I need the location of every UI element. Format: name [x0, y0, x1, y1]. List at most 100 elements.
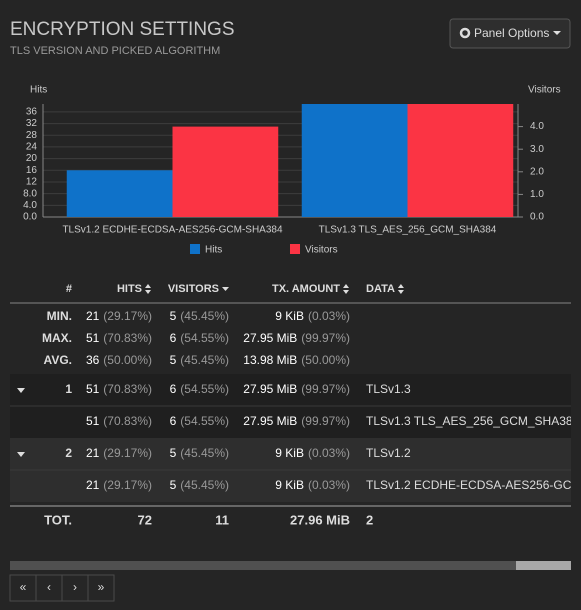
- bar: [66, 170, 173, 217]
- hits-cell-value: 51: [86, 382, 100, 396]
- visitors-cell: 5 (45.45%): [170, 309, 229, 323]
- data-cell: TLSv1.2 ECDHE-ECDSA-AES256-GCM-SHA384: [366, 478, 581, 492]
- sort-icon: [222, 287, 229, 291]
- y-tick-label: 0.0: [23, 212, 37, 223]
- column-header[interactable]: TX. AMOUNT: [272, 283, 340, 295]
- visitors-cell-value: 5: [170, 478, 177, 492]
- page-button-label[interactable]: ›: [73, 580, 77, 594]
- visitors-cell-percent: (45.45%): [180, 309, 229, 323]
- tx-cell-value: 9 KiB: [275, 446, 304, 460]
- visitors-cell-percent: (45.45%): [180, 446, 229, 460]
- y-tick-label: 8.0: [23, 188, 37, 199]
- hits-cell: 51 (70.83%): [86, 382, 152, 396]
- caret-icon: [553, 31, 561, 35]
- tx-cell-value: 27.95 MiB: [243, 331, 297, 345]
- hits-cell-value: 51: [86, 414, 100, 428]
- total-data: 2: [366, 512, 373, 527]
- sort-icon: [397, 284, 404, 294]
- legend-swatch: [190, 244, 200, 254]
- tx-cell: 27.95 MiB (99.97%): [243, 382, 350, 396]
- hits-cell: 21 (29.17%): [86, 309, 152, 323]
- y-tick-label: 12: [26, 177, 38, 188]
- hits-cell-percent: (29.17%): [103, 446, 152, 460]
- y-tick-label: 32: [26, 118, 38, 129]
- panel-options-label[interactable]: Panel Options: [474, 26, 549, 40]
- expand-icon[interactable]: [17, 388, 25, 393]
- column-header[interactable]: #: [66, 283, 72, 295]
- y2-tick-label: 1.0: [530, 189, 544, 200]
- page-button[interactable]: [87, 574, 115, 602]
- legend-swatch: [290, 244, 300, 254]
- column-header[interactable]: DATA: [366, 283, 395, 295]
- tx-cell-percent: (99.97%): [301, 414, 350, 428]
- legend-label: Visitors: [305, 245, 338, 256]
- tx-cell-percent: (0.03%): [308, 478, 350, 492]
- visitors-cell-value: 5: [170, 353, 177, 367]
- sort-icon: [343, 284, 349, 294]
- total-visitors: 11: [215, 512, 229, 527]
- visitors-cell-value: 6: [170, 414, 177, 428]
- scrollbar-thumb[interactable]: [516, 561, 571, 570]
- hits-cell: 21 (29.17%): [86, 446, 152, 460]
- hits-cell: 21 (29.17%): [86, 478, 152, 492]
- tx-cell-percent: (99.97%): [301, 331, 350, 345]
- tx-cell: 9 KiB (0.03%): [275, 446, 350, 460]
- y2-tick-label: 2.0: [530, 166, 544, 177]
- visitors-cell: 5 (45.45%): [170, 353, 229, 367]
- expand-icon[interactable]: [17, 452, 25, 457]
- bar: [172, 126, 279, 217]
- visitors-cell-percent: (45.45%): [180, 353, 229, 367]
- hits-cell-value: 36: [86, 353, 100, 367]
- y2-axis-title: Visitors: [528, 85, 561, 96]
- row-index: 2: [65, 446, 72, 460]
- tx-cell: 13.98 MiB (50.00%): [243, 353, 350, 367]
- tx-cell-value: 13.98 MiB: [243, 353, 297, 367]
- y2-tick-label: 4.0: [530, 121, 544, 132]
- hits-cell-value: 51: [86, 331, 100, 345]
- total-label: TOT.: [44, 512, 72, 527]
- page-button-label[interactable]: »: [98, 580, 105, 594]
- x-tick-label: TLSv1.2 ECDHE-ECDSA-AES256-GCM-SHA384: [62, 225, 283, 236]
- y-axis-title: Hits: [30, 85, 47, 96]
- tx-cell-percent: (0.03%): [308, 446, 350, 460]
- tx-cell: 9 KiB (0.03%): [275, 478, 350, 492]
- hits-cell-value: 21: [86, 478, 100, 492]
- panel-title: ENCRYPTION SETTINGS: [10, 19, 235, 40]
- page-button[interactable]: [35, 574, 63, 602]
- page-button[interactable]: [61, 574, 89, 602]
- hits-cell-percent: (50.00%): [103, 353, 152, 367]
- page-button-label[interactable]: «: [20, 580, 27, 594]
- hits-cell-percent: (29.17%): [103, 478, 152, 492]
- y2-tick-label: 3.0: [530, 144, 544, 155]
- visitors-cell-value: 5: [170, 446, 177, 460]
- visitors-cell-value: 6: [170, 382, 177, 396]
- row-index: 1: [65, 382, 72, 396]
- page-button[interactable]: [9, 574, 37, 602]
- visitors-cell-value: 6: [170, 331, 177, 345]
- hits-cell-percent: (29.17%): [103, 309, 152, 323]
- visitors-cell: 6 (54.55%): [170, 331, 229, 345]
- tx-cell-percent: (50.00%): [301, 353, 350, 367]
- visitors-cell-percent: (54.55%): [180, 382, 229, 396]
- total-tx: 27.96 MiB: [290, 512, 350, 527]
- y-tick-label: 16: [26, 165, 38, 176]
- panel-options-button[interactable]: [449, 18, 571, 49]
- summary-label: MIN.: [47, 309, 72, 323]
- sort-icon: [145, 284, 151, 294]
- visitors-cell-value: 5: [170, 309, 177, 323]
- bar: [301, 104, 408, 217]
- tx-cell: 9 KiB (0.03%): [275, 309, 350, 323]
- y-tick-label: 24: [26, 142, 38, 153]
- page-button-label[interactable]: ‹: [47, 580, 51, 594]
- tx-cell-value: 9 KiB: [275, 478, 304, 492]
- bar: [407, 104, 514, 217]
- legend-label: Hits: [205, 245, 222, 256]
- column-header[interactable]: HITS: [117, 283, 142, 295]
- hits-cell: 36 (50.00%): [86, 353, 152, 367]
- data-cell: TLSv1.2: [366, 446, 411, 460]
- total-hits: 72: [138, 512, 152, 527]
- column-header[interactable]: VISITORS: [168, 283, 219, 295]
- tx-cell-percent: (99.97%): [301, 382, 350, 396]
